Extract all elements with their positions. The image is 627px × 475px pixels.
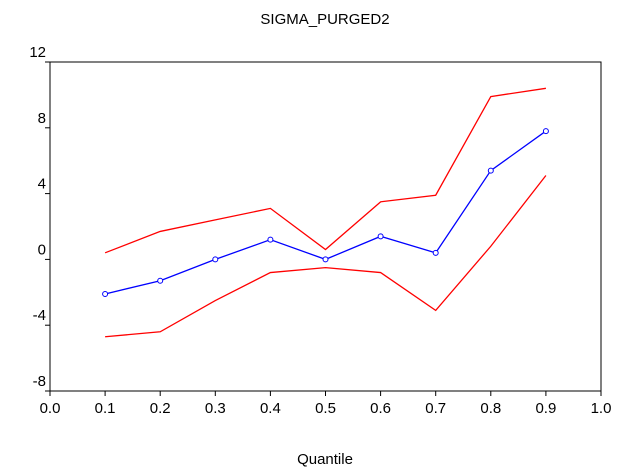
point-marker	[157, 277, 164, 284]
x-tick-label: 0.1	[95, 400, 116, 417]
point-marker	[267, 236, 274, 243]
series-line	[105, 175, 547, 338]
point-marker	[212, 256, 219, 263]
plot-frame	[49, 61, 602, 392]
x-axis-label: Quantile	[297, 451, 353, 468]
y-tick-label: 4	[38, 176, 46, 193]
chart-title: SIGMA_PURGED2	[260, 11, 389, 28]
y-tick-label: 0	[38, 241, 46, 258]
x-tick-label: 0.7	[425, 400, 446, 417]
x-tick-label: 0.5	[315, 400, 336, 417]
point-marker	[322, 256, 329, 263]
series-line	[104, 87, 546, 254]
point-marker	[542, 128, 549, 135]
point-marker	[432, 249, 439, 256]
y-tick-label: -8	[33, 373, 46, 390]
x-tick-label: 0.8	[480, 400, 501, 417]
y-tick-label: 8	[38, 110, 46, 127]
y-tick-label: -4	[33, 307, 46, 324]
x-tick-label: 0.6	[370, 400, 391, 417]
x-tick-label: 0.4	[260, 400, 281, 417]
x-tick-label: 0.9	[535, 400, 556, 417]
x-tick-label: 0.0	[40, 400, 61, 417]
point-marker	[377, 233, 384, 240]
y-tick-label: 12	[29, 44, 46, 61]
x-tick-label: 0.3	[205, 400, 226, 417]
point-marker	[102, 290, 109, 297]
x-tick-label: 0.2	[150, 400, 171, 417]
point-marker	[487, 167, 494, 174]
series-line	[104, 130, 547, 295]
x-tick-label: 1.0	[591, 400, 612, 417]
